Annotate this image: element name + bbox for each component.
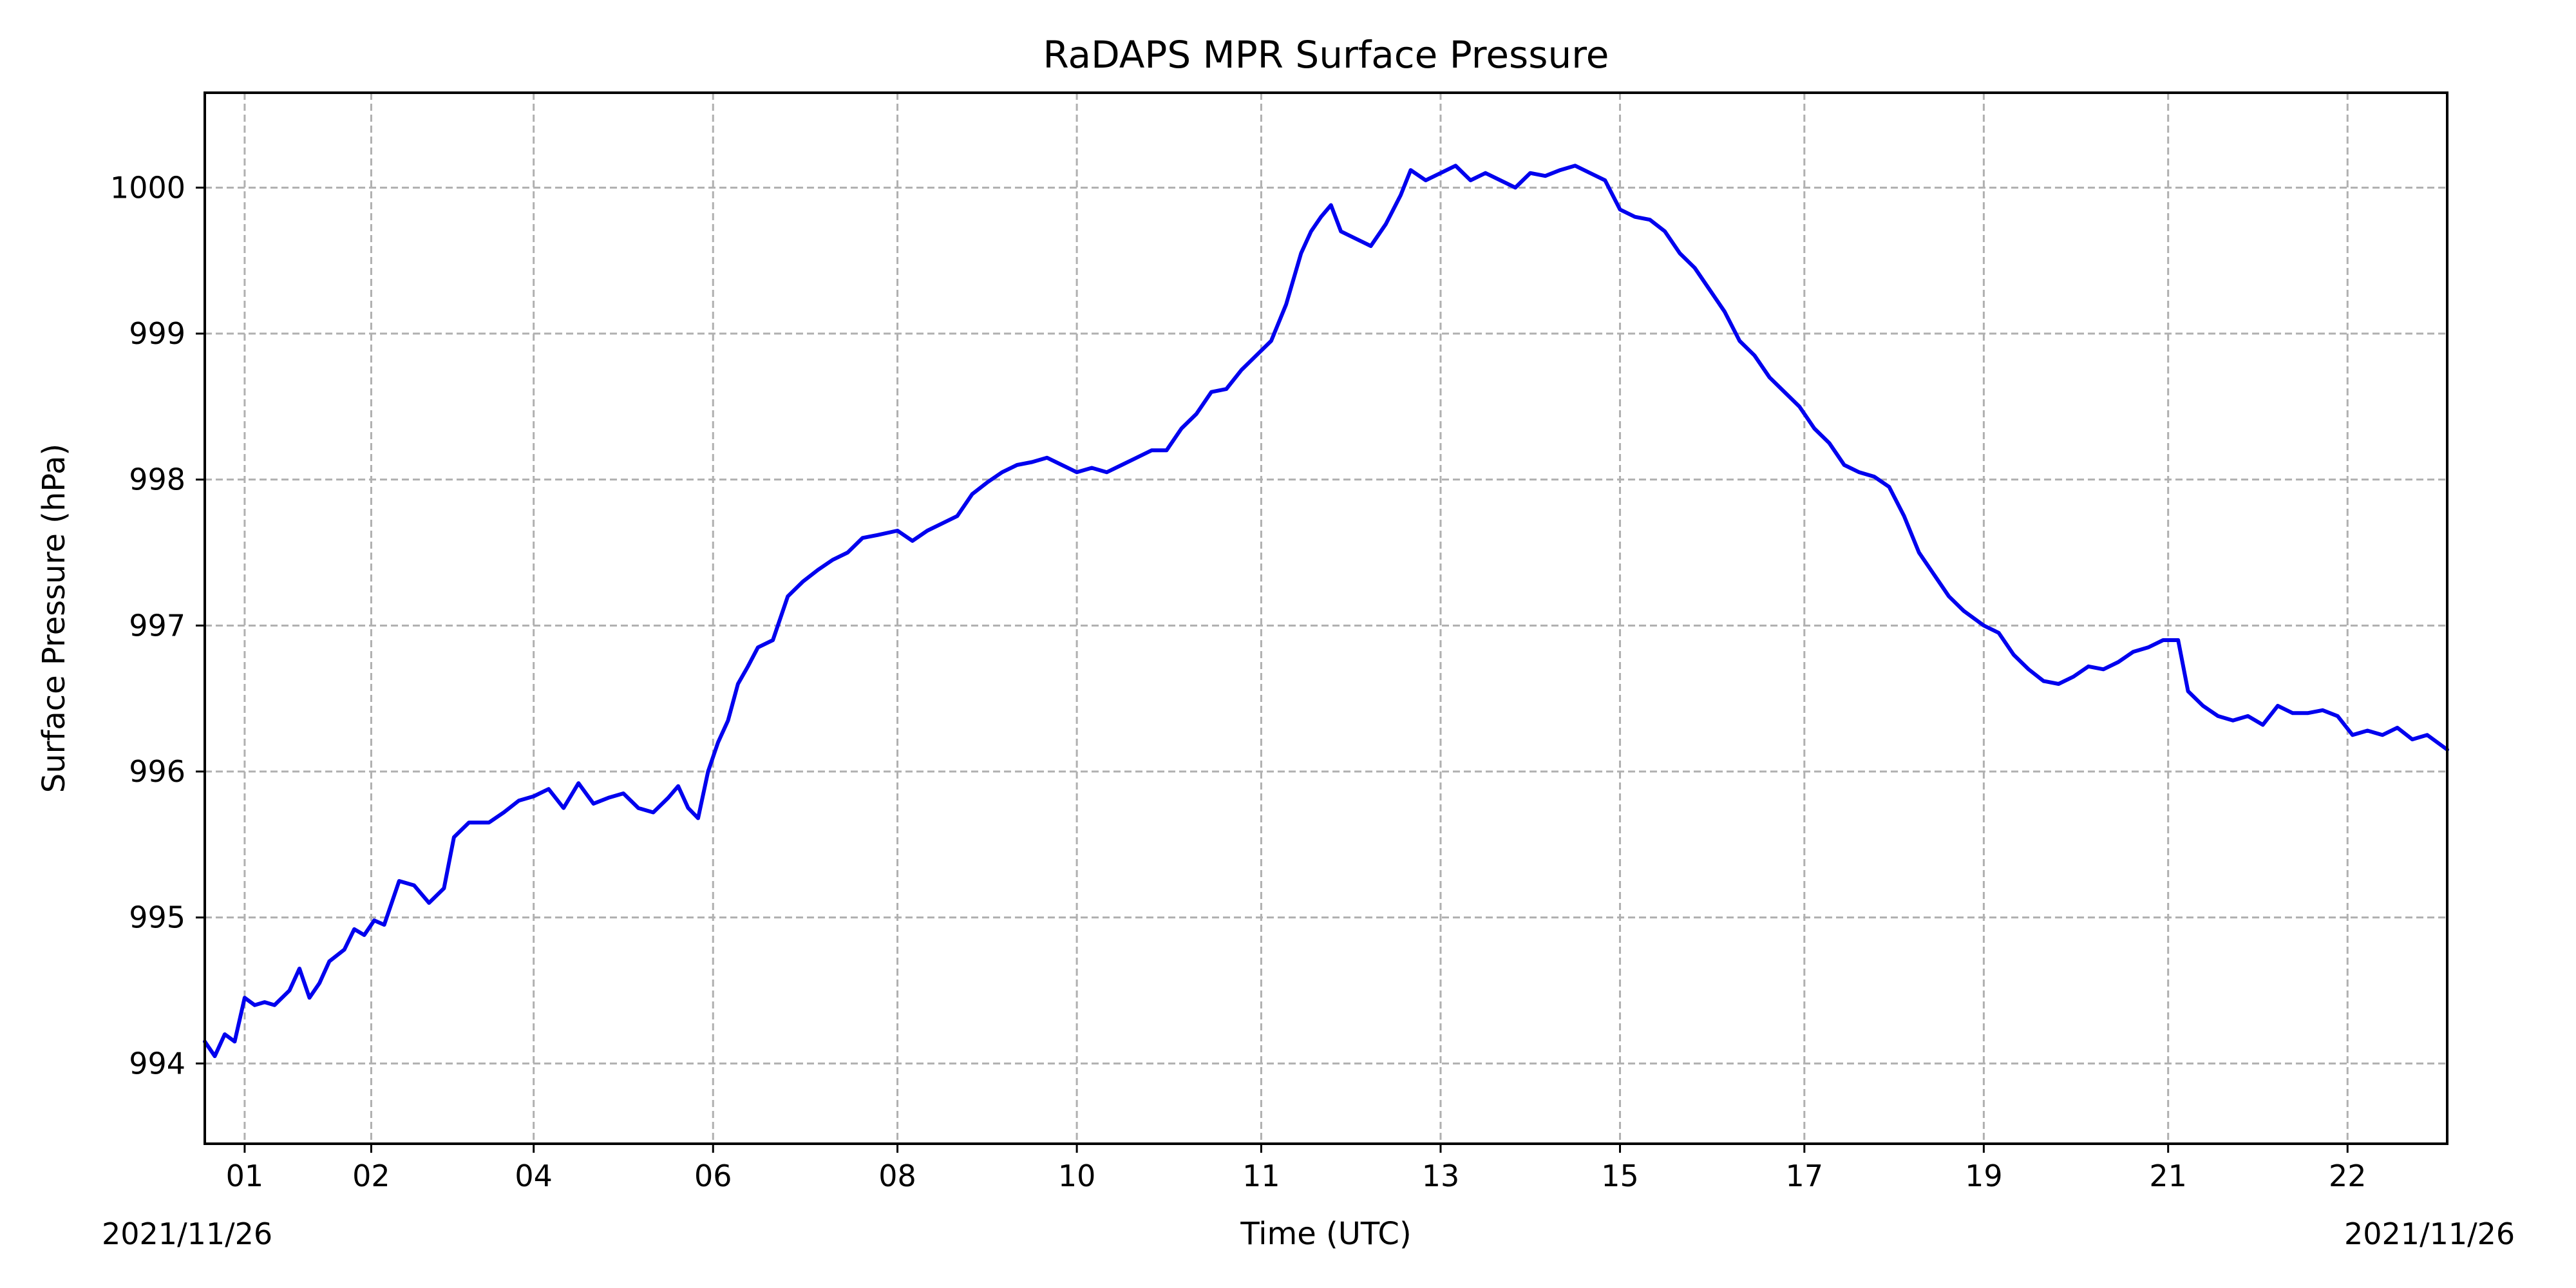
tick-layer: 01 02 04 06 08 10 11 13 15 17 19 21 22 994 995 996 997 99…: [110, 170, 2367, 1193]
x-tick-label: 13: [1422, 1159, 1460, 1193]
y-tick-label: 997: [129, 608, 185, 643]
chart-title: RaDAPS MPR Surface Pressure: [1043, 33, 1609, 77]
y-tick-label: 999: [129, 316, 185, 351]
grid-layer: [205, 93, 2447, 1144]
x-tick-label: 11: [1242, 1159, 1280, 1193]
x-tick-label: 06: [694, 1159, 732, 1193]
y-tick-label: 996: [129, 754, 185, 789]
y-tick-label: 995: [129, 900, 185, 935]
y-tick-label: 998: [129, 462, 185, 497]
data-layer: [203, 164, 2449, 1058]
x-tick-label: 04: [515, 1159, 553, 1193]
x-axis-label: Time (UTC): [1240, 1216, 1411, 1252]
pressure-series-line: [203, 164, 2449, 1058]
x-tick-label: 15: [1601, 1159, 1639, 1193]
end-date-label: 2021/11/26: [2344, 1217, 2515, 1251]
x-tick-label: 02: [352, 1159, 390, 1193]
x-tick-label: 01: [226, 1159, 264, 1193]
x-tick-label: 10: [1058, 1159, 1096, 1193]
plot-area-frame: [204, 91, 2448, 1145]
y-axis-label: Surface Pressure (hPa): [36, 444, 72, 793]
x-tick-label: 19: [1965, 1159, 2003, 1193]
start-date-label: 2021/11/26: [102, 1217, 272, 1251]
x-tick-label: 22: [2329, 1159, 2367, 1193]
y-tick-label: 994: [129, 1046, 185, 1081]
y-tick-label: 1000: [110, 170, 185, 205]
x-tick-label: 21: [2149, 1159, 2187, 1193]
x-tick-label: 08: [878, 1159, 916, 1193]
x-tick-label: 17: [1786, 1159, 1824, 1193]
